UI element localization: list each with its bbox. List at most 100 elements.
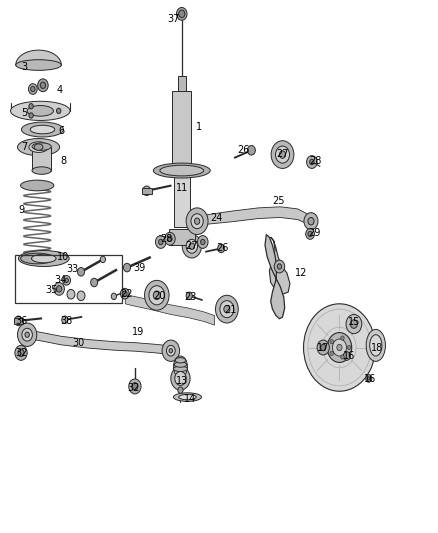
Circle shape	[159, 239, 163, 245]
Circle shape	[54, 282, 64, 295]
Text: 21: 21	[224, 305, 236, 315]
Circle shape	[175, 372, 186, 385]
Circle shape	[191, 214, 203, 229]
Bar	[174, 169, 190, 227]
Circle shape	[347, 345, 351, 350]
Ellipse shape	[21, 253, 54, 264]
Circle shape	[91, 278, 98, 287]
Circle shape	[186, 208, 208, 235]
Circle shape	[178, 387, 183, 393]
Circle shape	[247, 146, 255, 155]
Circle shape	[120, 288, 129, 299]
Circle shape	[165, 232, 175, 245]
Polygon shape	[125, 294, 215, 325]
Circle shape	[330, 351, 333, 356]
Bar	[178, 76, 186, 91]
Circle shape	[100, 256, 106, 263]
Circle shape	[123, 291, 127, 296]
Bar	[15, 255, 122, 303]
Circle shape	[317, 340, 329, 355]
Circle shape	[28, 84, 37, 94]
Ellipse shape	[21, 180, 54, 191]
Bar	[32, 147, 51, 171]
Ellipse shape	[34, 144, 43, 150]
Polygon shape	[269, 237, 290, 294]
Circle shape	[57, 108, 61, 114]
Text: 11: 11	[176, 183, 188, 192]
Text: 24: 24	[211, 213, 223, 223]
Bar	[142, 188, 152, 194]
Circle shape	[343, 352, 350, 360]
Circle shape	[182, 235, 201, 258]
Circle shape	[40, 82, 46, 88]
Circle shape	[166, 345, 175, 356]
Text: 25: 25	[272, 197, 284, 206]
Circle shape	[153, 291, 160, 300]
Ellipse shape	[179, 394, 196, 400]
Text: 28: 28	[309, 156, 321, 166]
Ellipse shape	[32, 254, 56, 263]
Ellipse shape	[175, 358, 186, 363]
Ellipse shape	[18, 139, 60, 156]
Text: 28: 28	[160, 234, 173, 244]
Ellipse shape	[370, 335, 382, 356]
Ellipse shape	[11, 101, 70, 120]
Ellipse shape	[32, 167, 51, 174]
Ellipse shape	[174, 362, 187, 367]
Text: 15: 15	[348, 318, 360, 327]
Circle shape	[145, 280, 169, 310]
Text: 33: 33	[66, 264, 78, 274]
Ellipse shape	[32, 143, 51, 150]
Text: 16: 16	[343, 351, 356, 361]
Bar	[169, 229, 195, 245]
Ellipse shape	[366, 329, 385, 361]
Circle shape	[337, 344, 342, 351]
Text: 19: 19	[132, 327, 144, 336]
Circle shape	[332, 339, 346, 356]
Circle shape	[366, 375, 372, 382]
Text: 20: 20	[154, 291, 166, 301]
Circle shape	[307, 156, 317, 168]
Circle shape	[132, 383, 138, 390]
Circle shape	[67, 289, 75, 299]
Text: 6: 6	[58, 126, 64, 135]
Circle shape	[168, 236, 172, 241]
Circle shape	[271, 141, 294, 168]
Circle shape	[327, 333, 352, 362]
Circle shape	[215, 295, 238, 323]
Text: 37: 37	[167, 14, 179, 23]
Circle shape	[194, 218, 200, 224]
Circle shape	[57, 286, 62, 292]
Circle shape	[111, 293, 117, 300]
Text: 8: 8	[60, 156, 67, 166]
Text: 32: 32	[127, 383, 140, 393]
Text: 7: 7	[21, 142, 27, 152]
Ellipse shape	[153, 163, 210, 178]
Text: 35: 35	[46, 285, 58, 295]
Text: 27: 27	[276, 149, 289, 158]
Circle shape	[18, 349, 24, 357]
Circle shape	[25, 332, 29, 337]
Circle shape	[186, 292, 192, 300]
Text: 12: 12	[295, 268, 307, 278]
Circle shape	[224, 305, 230, 313]
Text: 9: 9	[18, 205, 24, 215]
Circle shape	[308, 231, 312, 237]
Text: 29: 29	[308, 229, 321, 238]
Circle shape	[62, 316, 68, 324]
Ellipse shape	[30, 125, 55, 134]
Circle shape	[29, 103, 33, 109]
Circle shape	[149, 286, 165, 305]
Polygon shape	[197, 207, 311, 226]
Circle shape	[306, 229, 314, 239]
Circle shape	[78, 268, 85, 276]
Circle shape	[124, 263, 131, 272]
Circle shape	[179, 10, 185, 18]
Bar	[172, 91, 191, 169]
Text: 4: 4	[56, 85, 62, 94]
Circle shape	[308, 217, 314, 225]
Text: 22: 22	[120, 289, 132, 299]
Text: 36: 36	[15, 316, 27, 326]
Circle shape	[171, 367, 190, 390]
Text: 14: 14	[184, 394, 197, 403]
